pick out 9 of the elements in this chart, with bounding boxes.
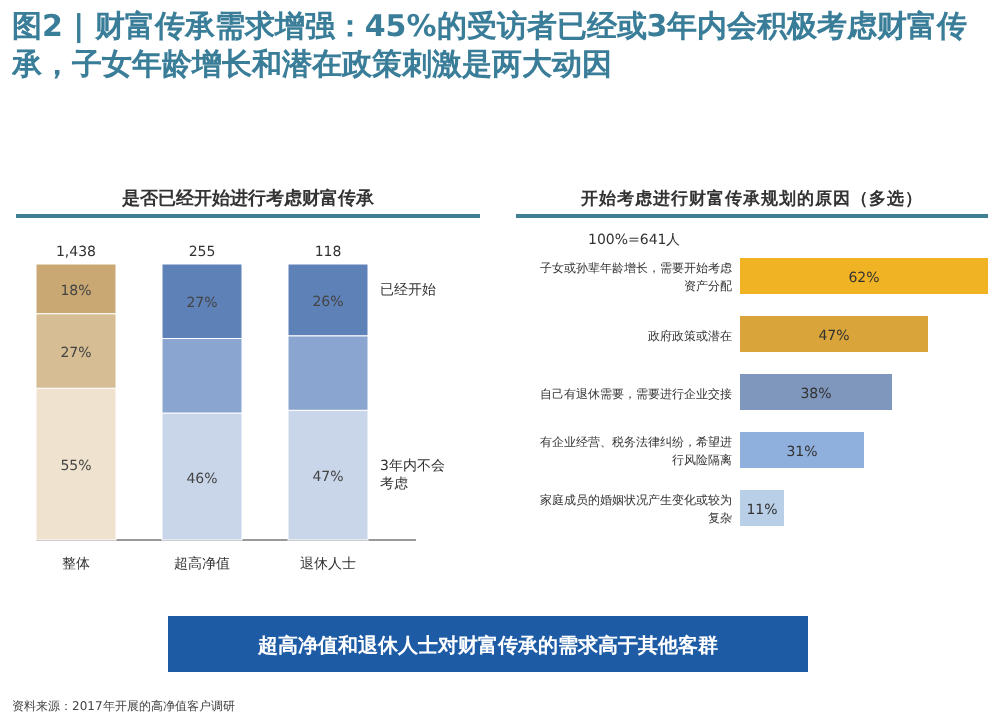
bar [740,258,988,294]
bar [740,432,864,468]
bar [740,374,892,410]
caption: 图2 | 财富传承需求增强：45%的受访者已经或3年内会积极考虑财富传承，子女年龄增长和潜在政策刺激是两大动因 [12,8,970,84]
text: 超高净值和退休人士对财富传承的需求高于其他客群 [256,634,718,658]
bar [740,316,928,352]
chart-title: 开始考虑进行财富传承规划的原因（多选） [579,188,923,210]
bar [740,490,784,526]
chart-title: 是否已经开始进行考虑财富传承 [120,188,376,210]
